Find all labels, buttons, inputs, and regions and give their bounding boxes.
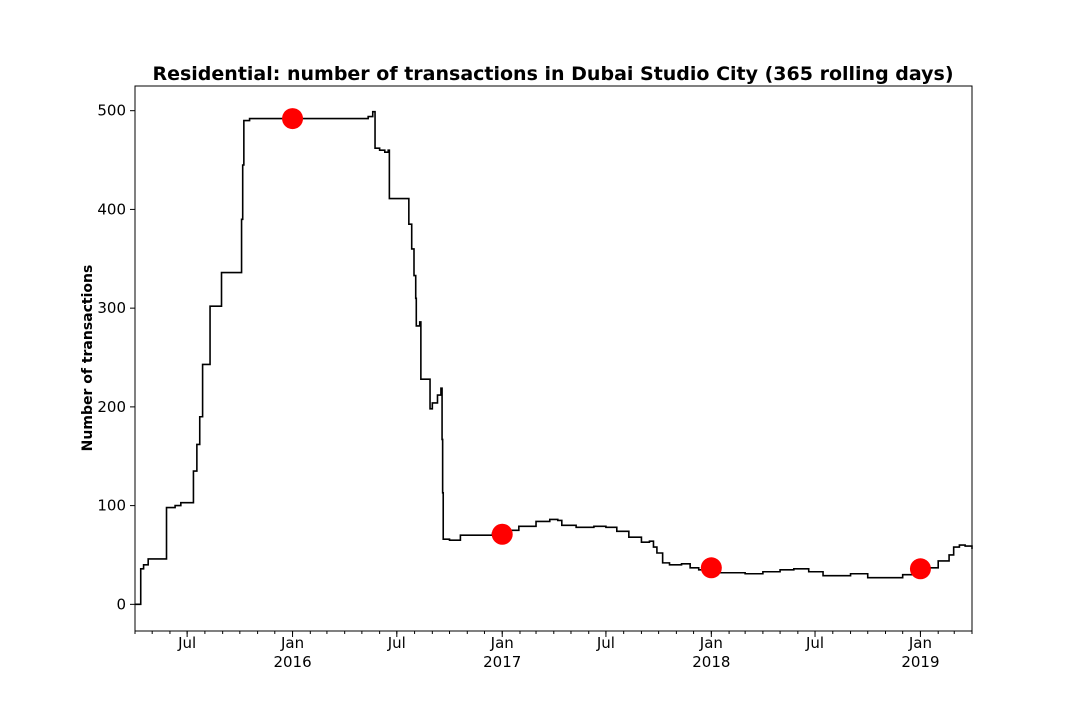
x-tick-year-label: 2019 (901, 653, 939, 671)
x-tick-label: Jul (805, 634, 824, 652)
marker-point (491, 523, 513, 545)
x-tick-year-label: 2017 (483, 653, 521, 671)
x-tick-label: Jan (699, 634, 723, 652)
marker-point (700, 557, 722, 579)
marker-layer (282, 108, 931, 580)
y-tick-label: 200 (97, 398, 126, 416)
x-tick-label: Jul (387, 634, 406, 652)
y-tick-label: 300 (97, 299, 126, 317)
y-tick-label: 400 (97, 200, 126, 218)
series-layer (135, 110, 973, 606)
x-tick-label: Jul (177, 634, 196, 652)
x-tick-year-label: 2016 (273, 653, 311, 671)
y-tick-label: 500 (97, 102, 126, 120)
x-tick-label: Jan (908, 634, 932, 652)
marker-point (282, 108, 304, 130)
y-tick-label: 100 (97, 497, 126, 515)
chart-title: Residential: number of transactions in D… (152, 63, 953, 85)
plot-frame (134, 85, 973, 632)
x-tick-label: Jul (596, 634, 615, 652)
x-tick-label: Jan (490, 634, 514, 652)
y-axis-label: Number of transactions (80, 265, 96, 452)
x-tick-label: Jan (280, 634, 304, 652)
marker-point (909, 558, 931, 580)
transactions-line (135, 110, 973, 606)
y-tick-label: 0 (116, 595, 126, 613)
x-tick-year-label: 2018 (692, 653, 730, 671)
